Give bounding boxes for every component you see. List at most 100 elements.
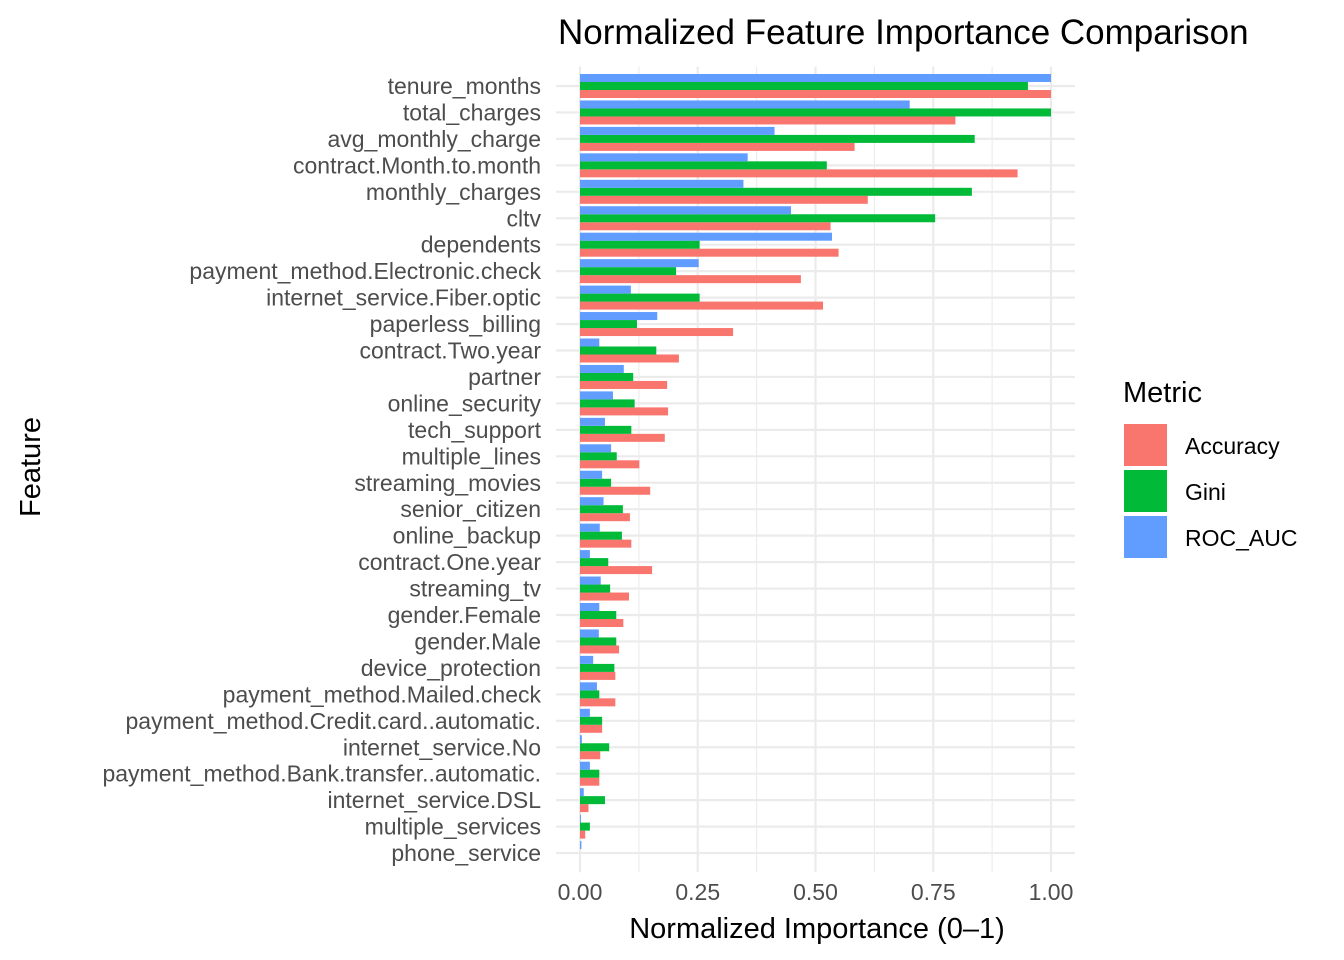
y-tick-label: multiple_services <box>365 814 541 840</box>
bar-accuracy-payment-method-credit-card-automatic- <box>580 724 603 733</box>
y-tick-label: streaming_tv <box>409 576 541 602</box>
bar-accuracy-internet-service-no <box>580 751 601 760</box>
y-tick-label: gender.Male <box>414 628 541 654</box>
bar-gini-contract-month-to-month <box>580 161 827 170</box>
y-tick-label: gender.Female <box>388 602 541 628</box>
legend-label-gini: Gini <box>1185 479 1226 505</box>
y-tick-label: device_protection <box>361 655 541 681</box>
bar-gini-payment-method-bank-transfer-automatic- <box>580 769 600 778</box>
bar-gini-streaming-tv <box>580 584 611 593</box>
y-tick-label: contract.One.year <box>358 549 541 575</box>
bar-roc-auc-gender-female <box>580 603 600 611</box>
bar-accuracy-contract-two-year <box>580 354 679 363</box>
bar-roc-auc-internet-service-fiber-optic <box>580 285 631 294</box>
bar-roc-auc-phone-service <box>580 841 582 850</box>
bar-accuracy-cltv <box>580 222 831 231</box>
bar-accuracy-online-backup <box>580 539 632 548</box>
bar-gini-senior-citizen <box>580 505 623 514</box>
y-tick-label: payment_method.Mailed.check <box>223 681 542 707</box>
bar-roc-auc-partner <box>580 364 624 373</box>
bar-gini-tech-support <box>580 425 632 434</box>
bar-accuracy-tech-support <box>580 433 665 442</box>
bar-gini-internet-service-no <box>580 743 610 752</box>
bar-accuracy-streaming-tv <box>580 592 629 601</box>
y-tick-label: payment_method.Bank.transfer..automatic. <box>102 761 541 787</box>
y-tick-label: internet_service.DSL <box>328 787 542 813</box>
bar-roc-auc-payment-method-bank-transfer-automatic- <box>580 761 590 770</box>
bar-gini-payment-method-mailed-check <box>580 690 600 699</box>
bar-roc-auc-monthly-charges <box>580 179 744 188</box>
y-tick-label: senior_citizen <box>400 496 541 522</box>
bar-gini-monthly-charges <box>580 187 972 196</box>
bar-roc-auc-dependents <box>580 232 832 241</box>
bar-roc-auc-contract-two-year <box>580 338 600 347</box>
bar-gini-multiple-services <box>580 822 590 831</box>
bar-accuracy-monthly-charges <box>580 195 868 204</box>
y-tick-label: online_backup <box>393 523 541 549</box>
y-tick-label: contract.Two.year <box>359 338 541 364</box>
bar-accuracy-internet-service-dsl <box>580 804 589 813</box>
x-tick-label: 0.50 <box>793 879 838 905</box>
y-tick-label: tenure_months <box>388 73 541 99</box>
legend-swatch-accuracy <box>1124 424 1167 466</box>
y-tick-label: phone_service <box>391 840 541 866</box>
bar-gini-gender-male <box>580 637 617 646</box>
bar-roc-auc-payment-method-credit-card-automatic- <box>580 708 590 717</box>
bar-roc-auc-streaming-tv <box>580 576 601 585</box>
bar-accuracy-tenure-months <box>580 90 1051 98</box>
legend-label-roc-auc: ROC_AUC <box>1185 525 1297 551</box>
bar-gini-partner <box>580 372 634 381</box>
bar-gini-payment-method-electronic-check <box>580 267 677 276</box>
bar-accuracy-dependents <box>580 248 839 257</box>
bar-roc-auc-total-charges <box>580 100 910 109</box>
bar-roc-auc-payment-method-mailed-check <box>580 682 597 691</box>
bar-gini-multiple-lines <box>580 452 617 461</box>
y-tick-label: internet_service.Fiber.optic <box>266 285 541 311</box>
bar-accuracy-payment-method-mailed-check <box>580 698 616 707</box>
x-tick-labels: 0.00 0.25 0.50 0.75 1.00 <box>558 879 1074 905</box>
bar-roc-auc-streaming-movies <box>580 470 603 479</box>
bar-accuracy-payment-method-electronic-check <box>580 275 801 284</box>
bar-gini-paperless-billing <box>580 320 637 329</box>
bar-gini-contract-one-year <box>580 558 609 567</box>
bar-accuracy-gender-female <box>580 619 624 627</box>
bar-gini-payment-method-credit-card-automatic- <box>580 716 603 725</box>
bar-roc-auc-internet-service-dsl <box>580 788 584 797</box>
bar-roc-auc-cltv <box>580 206 792 215</box>
bar-accuracy-total-charges <box>580 116 956 125</box>
x-tick-label: 0.25 <box>675 879 720 905</box>
chart-title: Normalized Feature Importance Comparison <box>558 13 1249 52</box>
bar-gini-cltv <box>580 214 936 223</box>
bar-gini-avg-monthly-charge <box>580 134 975 143</box>
y-tick-label: total_charges <box>403 99 541 125</box>
y-tick-label: payment_method.Electronic.check <box>189 258 541 284</box>
bar-accuracy-streaming-movies <box>580 486 651 495</box>
bar-roc-auc-paperless-billing <box>580 312 658 321</box>
bar-gini-gender-female <box>580 611 617 619</box>
y-tick-label: monthly_charges <box>366 179 541 205</box>
y-tick-label: contract.Month.to.month <box>293 152 541 178</box>
bar-accuracy-device-protection <box>580 671 616 680</box>
bar-roc-auc-payment-method-electronic-check <box>580 259 699 268</box>
y-tick-label: tech_support <box>408 417 542 443</box>
y-tick-label: online_security <box>388 390 542 416</box>
bar-accuracy-payment-method-bank-transfer-automatic- <box>580 777 600 786</box>
bar-accuracy-avg-monthly-charge <box>580 142 855 151</box>
y-tick-label: internet_service.No <box>343 734 541 760</box>
y-tick-label: dependents <box>421 232 541 258</box>
bar-roc-auc-multiple-lines <box>580 444 612 453</box>
y-tick-label: partner <box>468 364 541 390</box>
legend: Metric Accuracy Gini ROC_AUC <box>1123 377 1297 558</box>
bar-roc-auc-multiple-services <box>580 814 581 823</box>
bar-gini-device-protection <box>580 663 615 672</box>
bar-roc-auc-device-protection <box>580 655 594 664</box>
bar-roc-auc-contract-month-to-month <box>580 153 748 162</box>
y-tick-label: multiple_lines <box>402 443 541 469</box>
bar-roc-auc-senior-citizen <box>580 497 604 506</box>
y-tick-label: payment_method.Credit.card..automatic. <box>126 708 541 734</box>
bar-accuracy-multiple-services <box>580 830 586 839</box>
bar-accuracy-online-security <box>580 407 669 416</box>
bar-marks <box>580 74 1051 850</box>
bar-accuracy-internet-service-fiber-optic <box>580 301 824 310</box>
bar-gini-internet-service-dsl <box>580 796 605 805</box>
